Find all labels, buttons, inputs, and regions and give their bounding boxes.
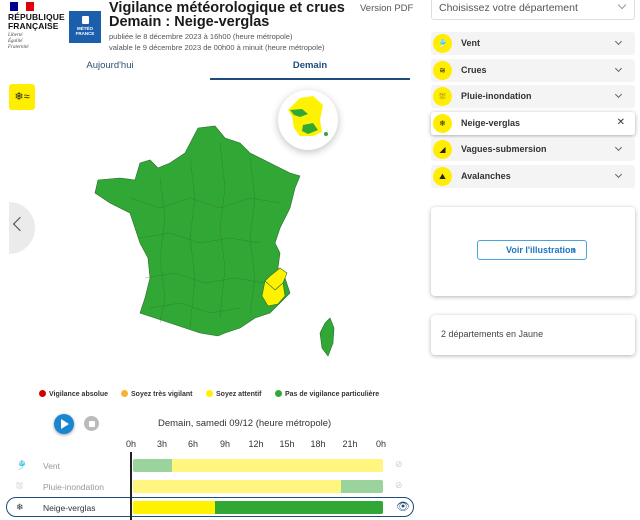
corsica[interactable] bbox=[319, 317, 335, 357]
waves-icon: ◢ bbox=[433, 140, 452, 159]
yellow-departments-count: 2 départements en Jaune bbox=[441, 329, 544, 339]
hour-tick: 15h bbox=[279, 439, 295, 449]
flood-icon: ≋ bbox=[433, 61, 452, 80]
phenomenon-crues[interactable]: ≋ Crues bbox=[431, 59, 635, 82]
tab-today[interactable]: Aujourd'hui bbox=[86, 60, 134, 71]
time-cursor[interactable] bbox=[130, 452, 132, 520]
publication-info: publiée le 8 décembre 2023 à 16h00 (heur… bbox=[109, 31, 325, 53]
title-line2: Demain : Neige-verglas bbox=[109, 14, 270, 30]
phenomenon-avalanches[interactable]: ⛰ Avalanches bbox=[431, 165, 635, 188]
chevron-right-icon: › bbox=[572, 245, 575, 255]
francaise-text: FRANÇAISE bbox=[8, 21, 59, 31]
chevron-down-icon bbox=[614, 170, 623, 179]
timeline-title: Demain, samedi 09/12 (heure métropole) bbox=[158, 418, 332, 429]
view-illustration-button[interactable]: Voir l'illustration › bbox=[477, 240, 587, 260]
wind-icon: 🎐 bbox=[16, 460, 28, 470]
tab-tomorrow[interactable]: Demain bbox=[210, 60, 410, 80]
eye-off-icon[interactable]: ⊘ bbox=[395, 480, 403, 490]
published-date: publiée le 8 décembre 2023 à 16h00 (heur… bbox=[109, 32, 293, 41]
snow-ice-icon: ❄≈ bbox=[9, 84, 35, 110]
chevron-down-icon bbox=[614, 143, 623, 152]
legend-orange: Soyez très vigilant bbox=[121, 390, 192, 398]
motto-liberte: Liberté bbox=[8, 33, 23, 38]
yellow-department-alpes-haute-provence[interactable] bbox=[261, 280, 286, 307]
hour-tick: 21h bbox=[342, 439, 358, 449]
timeline-bar-vent[interactable] bbox=[133, 459, 383, 472]
legend-yellow: Soyez attentif bbox=[206, 390, 262, 398]
chevron-down-icon bbox=[614, 90, 623, 99]
mainland-departments[interactable] bbox=[94, 125, 301, 337]
motto-egalite: Égalité bbox=[8, 39, 23, 44]
illustration-card: Voir l'illustration › bbox=[431, 207, 635, 296]
previous-button[interactable] bbox=[9, 202, 35, 254]
selected-timeline-row[interactable] bbox=[6, 497, 414, 517]
republique-francaise-logo: RÉPUBLIQUE FRANÇAISE Liberté Égalité Frater… bbox=[8, 2, 68, 51]
phenomenon-vent[interactable]: 🎐 Vent bbox=[431, 32, 635, 55]
republic-text: RÉPUBLIQUE bbox=[8, 12, 65, 22]
department-select[interactable]: Choisissez votre département bbox=[431, 0, 635, 20]
phenomenon-pluie-inondation[interactable]: ⛆ Pluie-inondation bbox=[431, 85, 635, 108]
snow-ice-icon: ❄ bbox=[16, 502, 24, 512]
timeline-bar-neige-verglas[interactable] bbox=[133, 501, 383, 514]
legend-green: Pas de vigilance particulière bbox=[275, 390, 379, 398]
hour-tick: 3h bbox=[156, 439, 167, 449]
pdf-version-link[interactable]: Version PDF bbox=[360, 3, 414, 14]
hour-tick: 6h bbox=[187, 439, 198, 449]
motto-fraternite: Fraternité bbox=[8, 45, 29, 50]
stop-button[interactable] bbox=[84, 416, 99, 431]
wind-icon: 🎐 bbox=[433, 34, 452, 53]
hour-tick: 0h bbox=[125, 439, 136, 449]
title-line1: Vigilance météorologique et crues bbox=[109, 0, 345, 16]
hour-tick: 12h bbox=[248, 439, 264, 449]
legend-red: Vigilance absolue bbox=[39, 390, 108, 398]
chevron-left-icon bbox=[12, 216, 28, 232]
chevron-down-icon bbox=[617, 0, 627, 10]
rain-flood-icon: ⛆ bbox=[16, 481, 24, 491]
close-icon[interactable]: ✕ bbox=[616, 117, 625, 128]
hour-tick: 18h bbox=[310, 439, 326, 449]
chevron-down-icon bbox=[614, 37, 623, 46]
snow-ice-icon: ❄ bbox=[433, 114, 452, 133]
summary-card: 2 départements en Jaune bbox=[431, 315, 635, 355]
eye-icon[interactable]: 👁 bbox=[396, 501, 410, 513]
timeline-row-label: Pluie-inondation bbox=[43, 482, 104, 492]
chevron-down-icon bbox=[614, 64, 623, 73]
eye-off-icon[interactable]: ⊘ bbox=[395, 459, 403, 469]
timeline-bar-pluie-inondation[interactable] bbox=[133, 480, 383, 493]
rain-flood-icon: ⛆ bbox=[433, 87, 452, 106]
france-vigilance-map[interactable] bbox=[90, 118, 350, 363]
hour-tick: 0h bbox=[375, 439, 386, 449]
valid-date: valable le 9 décembre 2023 de 00h00 à mi… bbox=[109, 43, 325, 52]
timeline-row-label: Vent bbox=[43, 461, 61, 471]
phenomenon-vagues-submersion[interactable]: ◢ Vagues-submersion bbox=[431, 138, 635, 161]
french-flag-icon bbox=[10, 2, 34, 11]
overview-minimap[interactable] bbox=[278, 90, 338, 150]
page-title: Vigilance météorologique et crues Demain… bbox=[109, 0, 345, 30]
avalanche-icon: ⛰ bbox=[433, 167, 452, 186]
play-button[interactable] bbox=[54, 414, 74, 434]
meteo-france-logo: MÉTÉO FRANCE bbox=[69, 11, 101, 43]
play-icon bbox=[61, 419, 69, 429]
hour-tick: 9h bbox=[219, 439, 230, 449]
phenomenon-neige-verglas[interactable]: ❄ Neige-verglas ✕ bbox=[431, 112, 635, 135]
timeline-row-label: Neige-verglas bbox=[43, 503, 96, 513]
stop-icon bbox=[88, 420, 95, 427]
